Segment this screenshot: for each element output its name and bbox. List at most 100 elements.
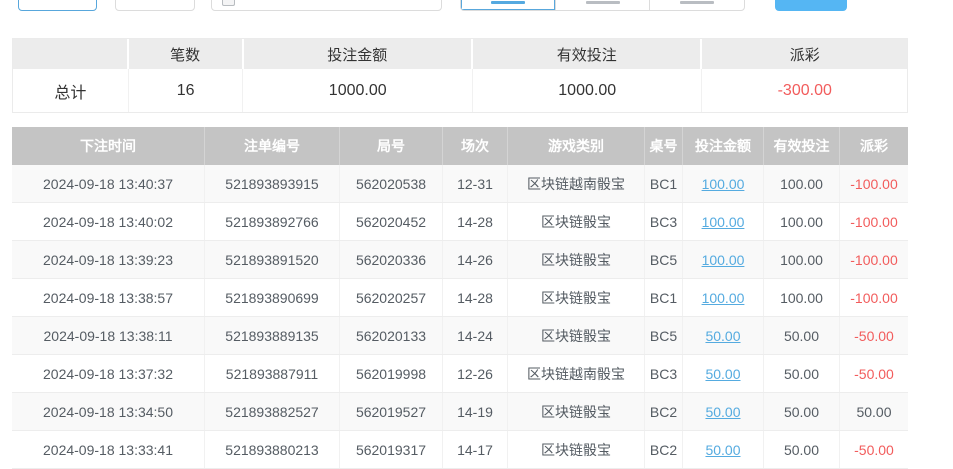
- filter-tab-button-selected[interactable]: [18, 0, 97, 11]
- summary-table: 笔数 投注金额 有效投注 派彩 总计 16 1000.00 1000.00 -300.00: [12, 38, 908, 113]
- bet-amount-link[interactable]: 50.00: [705, 327, 741, 344]
- cell-valid-bet: 50.00: [764, 393, 840, 430]
- cell-game-type: 区块链骰宝: [508, 431, 645, 468]
- cell-bet-amount: 100.00: [683, 203, 764, 240]
- table-row: 2024-09-18 13:37:32 521893887911 562019998…: [12, 355, 908, 393]
- cell-bet-time: 2024-09-18 13:39:23: [12, 241, 205, 278]
- cell-table-no: BC5: [645, 241, 683, 278]
- cell-round-no: 562020257: [340, 279, 443, 316]
- col-header-bet-time: 下注时间: [12, 127, 205, 165]
- bet-amount-link[interactable]: 50.00: [705, 441, 741, 458]
- segment-option[interactable]: [650, 0, 744, 10]
- segment-option-selected[interactable]: [461, 0, 556, 10]
- search-submit-button[interactable]: [775, 0, 847, 11]
- bet-amount-link[interactable]: 100.00: [701, 251, 745, 268]
- quick-range-segment-group: [460, 0, 745, 11]
- cell-session: 14-17: [443, 431, 508, 468]
- records-header-row: 下注时间 注单编号 局号 场次 游戏类别 桌号 投注金额 有效投注 派彩: [12, 127, 908, 165]
- summary-total-value: 16: [129, 69, 244, 112]
- cell-table-no: BC1: [645, 279, 683, 316]
- clipped-text-fragment: [680, 1, 715, 4]
- filter-tab-button[interactable]: [115, 0, 195, 11]
- table-row: 2024-09-18 13:39:23 521893891520 562020336…: [12, 241, 908, 279]
- summary-total-label: 总计: [13, 69, 129, 112]
- cell-payout: -50.00: [854, 365, 894, 382]
- cell-bet-amount: 100.00: [683, 241, 764, 278]
- cell-round-no: 562020538: [340, 165, 443, 202]
- records-body: 2024-09-18 13:40:37 521893893915 562020538…: [12, 165, 908, 469]
- cell-payout: -100.00: [850, 251, 898, 268]
- cell-bet-time: 2024-09-18 13:37:32: [12, 355, 205, 392]
- cell-bet-time: 2024-09-18 13:33:41: [12, 431, 205, 468]
- cell-bet-time: 2024-09-18 13:38:57: [12, 279, 205, 316]
- cell-valid-bet: 100.00: [764, 241, 840, 278]
- summary-header-row: 笔数 投注金额 有效投注 派彩: [13, 39, 907, 69]
- summary-col-header: 有效投注: [473, 39, 703, 69]
- cell-session: 14-26: [443, 241, 508, 278]
- cell-game-type: 区块链骰宝: [508, 317, 645, 354]
- cell-payout: 50.00: [856, 403, 892, 420]
- bet-amount-link[interactable]: 50.00: [705, 403, 741, 420]
- table-row: 2024-09-18 13:40:02 521893892766 562020452…: [12, 203, 908, 241]
- cell-table-no: BC3: [645, 203, 683, 240]
- summary-col-header: 派彩: [789, 46, 820, 64]
- summary-col-header: [13, 39, 129, 69]
- cell-valid-bet: 50.00: [764, 431, 840, 468]
- cell-session: 14-28: [443, 203, 508, 240]
- cell-bet-amount: 100.00: [683, 279, 764, 316]
- cell-bet-id: 521893892766: [205, 203, 340, 240]
- bet-amount-link[interactable]: 100.00: [701, 213, 745, 230]
- bet-records-page: { "top_bar": { "outline_button_primary_l…: [12, 0, 908, 469]
- cell-bet-id: 521893880213: [205, 431, 340, 468]
- table-row: 2024-09-18 13:38:11 521893889135 562020133…: [12, 317, 908, 355]
- cell-bet-id: 521893882527: [205, 393, 340, 430]
- col-header-bet-amount: 投注金额: [683, 127, 764, 165]
- cell-bet-time: 2024-09-18 13:40:02: [12, 203, 205, 240]
- calendar-icon: [222, 0, 235, 6]
- cell-session: 12-31: [443, 165, 508, 202]
- col-header-payout: 派彩: [860, 138, 888, 154]
- cell-payout: -100.00: [850, 175, 898, 192]
- cell-payout: -50.00: [854, 327, 894, 344]
- summary-col-header: 投注金额: [244, 39, 473, 69]
- table-row: 2024-09-18 13:34:50 521893882527 562019527…: [12, 393, 908, 431]
- summary-total-value: -300.00: [777, 81, 832, 99]
- cell-bet-amount: 50.00: [683, 393, 764, 430]
- cell-round-no: 562019317: [340, 431, 443, 468]
- bet-amount-link[interactable]: 100.00: [701, 289, 745, 306]
- col-header-round-no: 局号: [340, 127, 443, 165]
- cell-bet-time: 2024-09-18 13:40:37: [12, 165, 205, 202]
- cell-game-type: 区块链骰宝: [508, 241, 645, 278]
- cell-game-type: 区块链骰宝: [508, 279, 645, 316]
- cell-valid-bet: 100.00: [764, 279, 840, 316]
- cell-bet-amount: 50.00: [683, 317, 764, 354]
- cell-session: 14-24: [443, 317, 508, 354]
- cell-valid-bet: 100.00: [764, 165, 840, 202]
- bet-amount-link[interactable]: 100.00: [701, 175, 745, 192]
- clipped-text-fragment: [490, 1, 525, 4]
- summary-total-row: 总计 16 1000.00 1000.00 -300.00: [13, 69, 907, 112]
- bet-amount-link[interactable]: 50.00: [705, 365, 741, 382]
- cell-bet-time: 2024-09-18 13:38:11: [12, 317, 205, 354]
- cell-bet-amount: 100.00: [683, 165, 764, 202]
- cell-payout: -50.00: [854, 441, 894, 458]
- cell-table-no: BC2: [645, 393, 683, 430]
- bet-records-table: 下注时间 注单编号 局号 场次 游戏类别 桌号 投注金额 有效投注 派彩 2024-09-18 …: [12, 127, 908, 469]
- table-row: 2024-09-18 13:38:57 521893890699 562020257…: [12, 279, 908, 317]
- cell-table-no: BC3: [645, 355, 683, 392]
- cell-bet-id: 521893891520: [205, 241, 340, 278]
- cell-table-no: BC2: [645, 431, 683, 468]
- table-row: 2024-09-18 13:40:37 521893893915 562020538…: [12, 165, 908, 203]
- cell-bet-id: 521893890699: [205, 279, 340, 316]
- segment-option[interactable]: [556, 0, 651, 10]
- cell-valid-bet: 100.00: [764, 203, 840, 240]
- col-header-session: 场次: [443, 127, 508, 165]
- cell-round-no: 562019527: [340, 393, 443, 430]
- summary-total-value: 1000.00: [243, 69, 473, 112]
- col-header-valid-bet: 有效投注: [764, 127, 840, 165]
- date-range-input[interactable]: [211, 0, 442, 11]
- cell-valid-bet: 50.00: [764, 317, 840, 354]
- col-header-game-type: 游戏类别: [508, 127, 645, 165]
- clipped-text-fragment: [585, 1, 620, 4]
- cell-session: 14-28: [443, 279, 508, 316]
